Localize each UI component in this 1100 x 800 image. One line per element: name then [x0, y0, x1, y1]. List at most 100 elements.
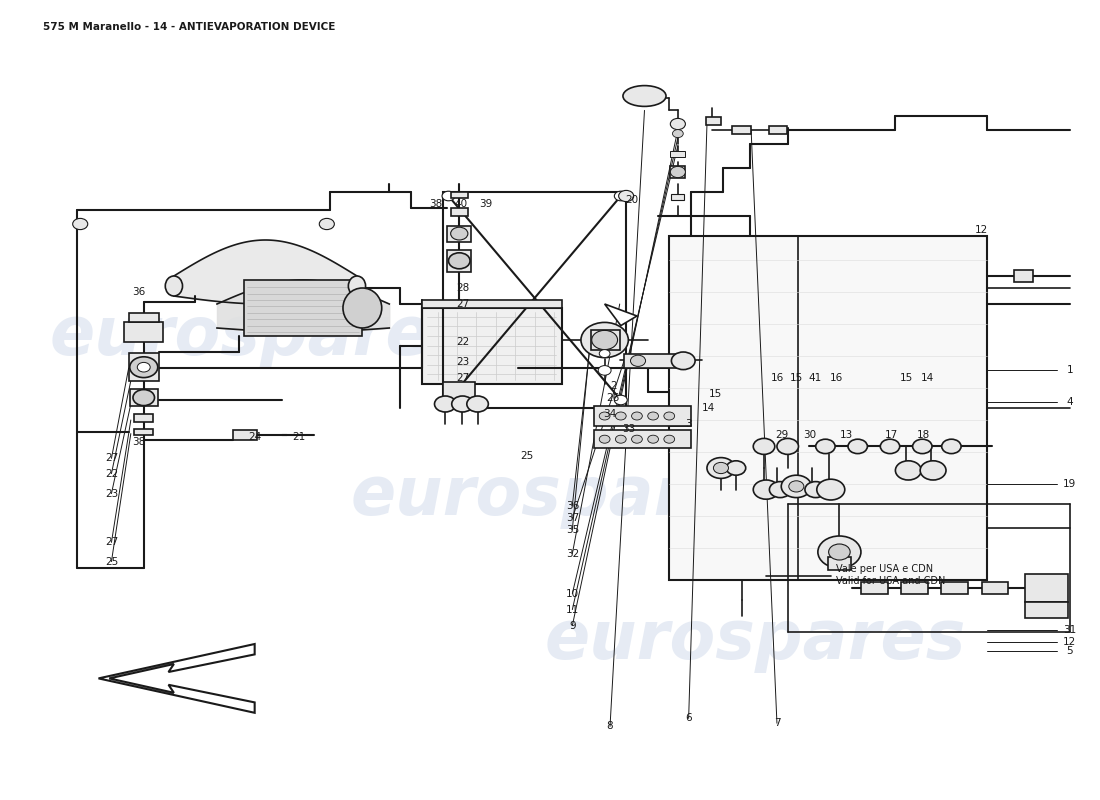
Bar [233, 430, 256, 440]
Bar [421, 300, 562, 308]
Bar [827, 557, 851, 570]
Bar [1024, 574, 1068, 602]
Text: 4: 4 [1067, 398, 1074, 407]
Circle shape [789, 481, 804, 492]
Circle shape [848, 439, 868, 454]
Bar [670, 166, 685, 178]
Bar [732, 126, 751, 134]
Text: 38: 38 [132, 437, 145, 446]
Circle shape [816, 439, 835, 454]
Circle shape [942, 439, 961, 454]
Circle shape [615, 412, 626, 420]
Bar [591, 330, 619, 350]
Text: 18: 18 [916, 430, 930, 440]
Circle shape [895, 461, 921, 480]
Circle shape [754, 438, 774, 454]
Ellipse shape [623, 86, 666, 106]
Text: 26: 26 [606, 394, 620, 403]
Text: 15: 15 [900, 374, 913, 383]
Text: 33: 33 [621, 424, 635, 434]
Circle shape [581, 322, 628, 358]
Bar [421, 308, 562, 384]
Text: 32: 32 [565, 549, 579, 558]
Text: 34: 34 [604, 409, 617, 418]
Circle shape [670, 166, 685, 178]
Text: 25: 25 [104, 557, 118, 566]
Text: 28: 28 [455, 283, 469, 293]
Bar [940, 582, 968, 594]
Bar [1024, 602, 1068, 618]
Text: 12: 12 [1064, 637, 1077, 646]
Text: 31: 31 [1064, 626, 1077, 635]
Bar [443, 192, 626, 408]
Bar [594, 406, 691, 426]
Bar [124, 322, 163, 342]
Text: 17: 17 [884, 430, 898, 440]
Bar [669, 236, 987, 580]
Circle shape [618, 190, 634, 202]
Circle shape [818, 536, 861, 568]
Circle shape [769, 482, 791, 498]
Circle shape [138, 362, 151, 372]
Circle shape [598, 366, 612, 375]
Circle shape [600, 435, 610, 443]
Text: 14: 14 [702, 403, 715, 413]
Text: 9: 9 [569, 621, 575, 630]
Circle shape [714, 462, 728, 474]
Text: 10: 10 [565, 589, 579, 598]
Circle shape [921, 461, 946, 480]
Bar [129, 313, 158, 322]
Text: 13: 13 [840, 430, 854, 440]
Circle shape [726, 461, 746, 475]
Text: 575 M Maranello - 14 - ANTIEVAPORATION DEVICE: 575 M Maranello - 14 - ANTIEVAPORATION D… [43, 22, 334, 32]
Text: 37: 37 [565, 514, 579, 523]
Circle shape [630, 355, 646, 366]
Circle shape [73, 218, 88, 230]
Circle shape [648, 435, 659, 443]
Bar [861, 582, 888, 594]
Text: 23: 23 [455, 357, 469, 366]
Text: 36: 36 [565, 501, 579, 510]
Circle shape [805, 482, 826, 498]
Text: 23: 23 [104, 489, 118, 498]
Bar [134, 414, 153, 422]
Circle shape [648, 412, 659, 420]
Bar [134, 429, 153, 435]
Circle shape [600, 350, 610, 358]
Bar [451, 192, 468, 198]
Polygon shape [605, 304, 637, 326]
Circle shape [828, 544, 850, 560]
Text: 35: 35 [565, 525, 579, 534]
Circle shape [664, 435, 674, 443]
Text: 25: 25 [520, 451, 534, 461]
Circle shape [466, 396, 488, 412]
Circle shape [452, 396, 473, 412]
Text: 16: 16 [829, 374, 843, 383]
Bar [448, 226, 471, 242]
Text: eurospares: eurospares [351, 463, 772, 529]
Bar [451, 208, 468, 216]
Text: 1: 1 [1067, 365, 1074, 374]
Bar [448, 250, 471, 272]
Text: 15: 15 [708, 389, 723, 398]
Circle shape [631, 435, 642, 443]
Text: 22: 22 [104, 469, 118, 478]
Text: 3: 3 [685, 419, 692, 429]
Text: 41: 41 [808, 374, 822, 383]
Text: 19: 19 [1064, 479, 1077, 489]
Circle shape [664, 412, 674, 420]
Text: eurospares: eurospares [544, 607, 966, 673]
Text: eurospares: eurospares [50, 303, 471, 369]
Circle shape [592, 330, 617, 350]
Text: 27: 27 [455, 299, 469, 309]
Bar [981, 582, 1009, 594]
Bar [244, 280, 362, 336]
Text: 24: 24 [248, 432, 262, 442]
Circle shape [880, 439, 900, 454]
Text: 5: 5 [1067, 646, 1074, 656]
Bar [130, 389, 157, 406]
Text: 16: 16 [770, 374, 783, 383]
Circle shape [614, 395, 627, 405]
Circle shape [130, 357, 157, 378]
Circle shape [442, 395, 455, 405]
